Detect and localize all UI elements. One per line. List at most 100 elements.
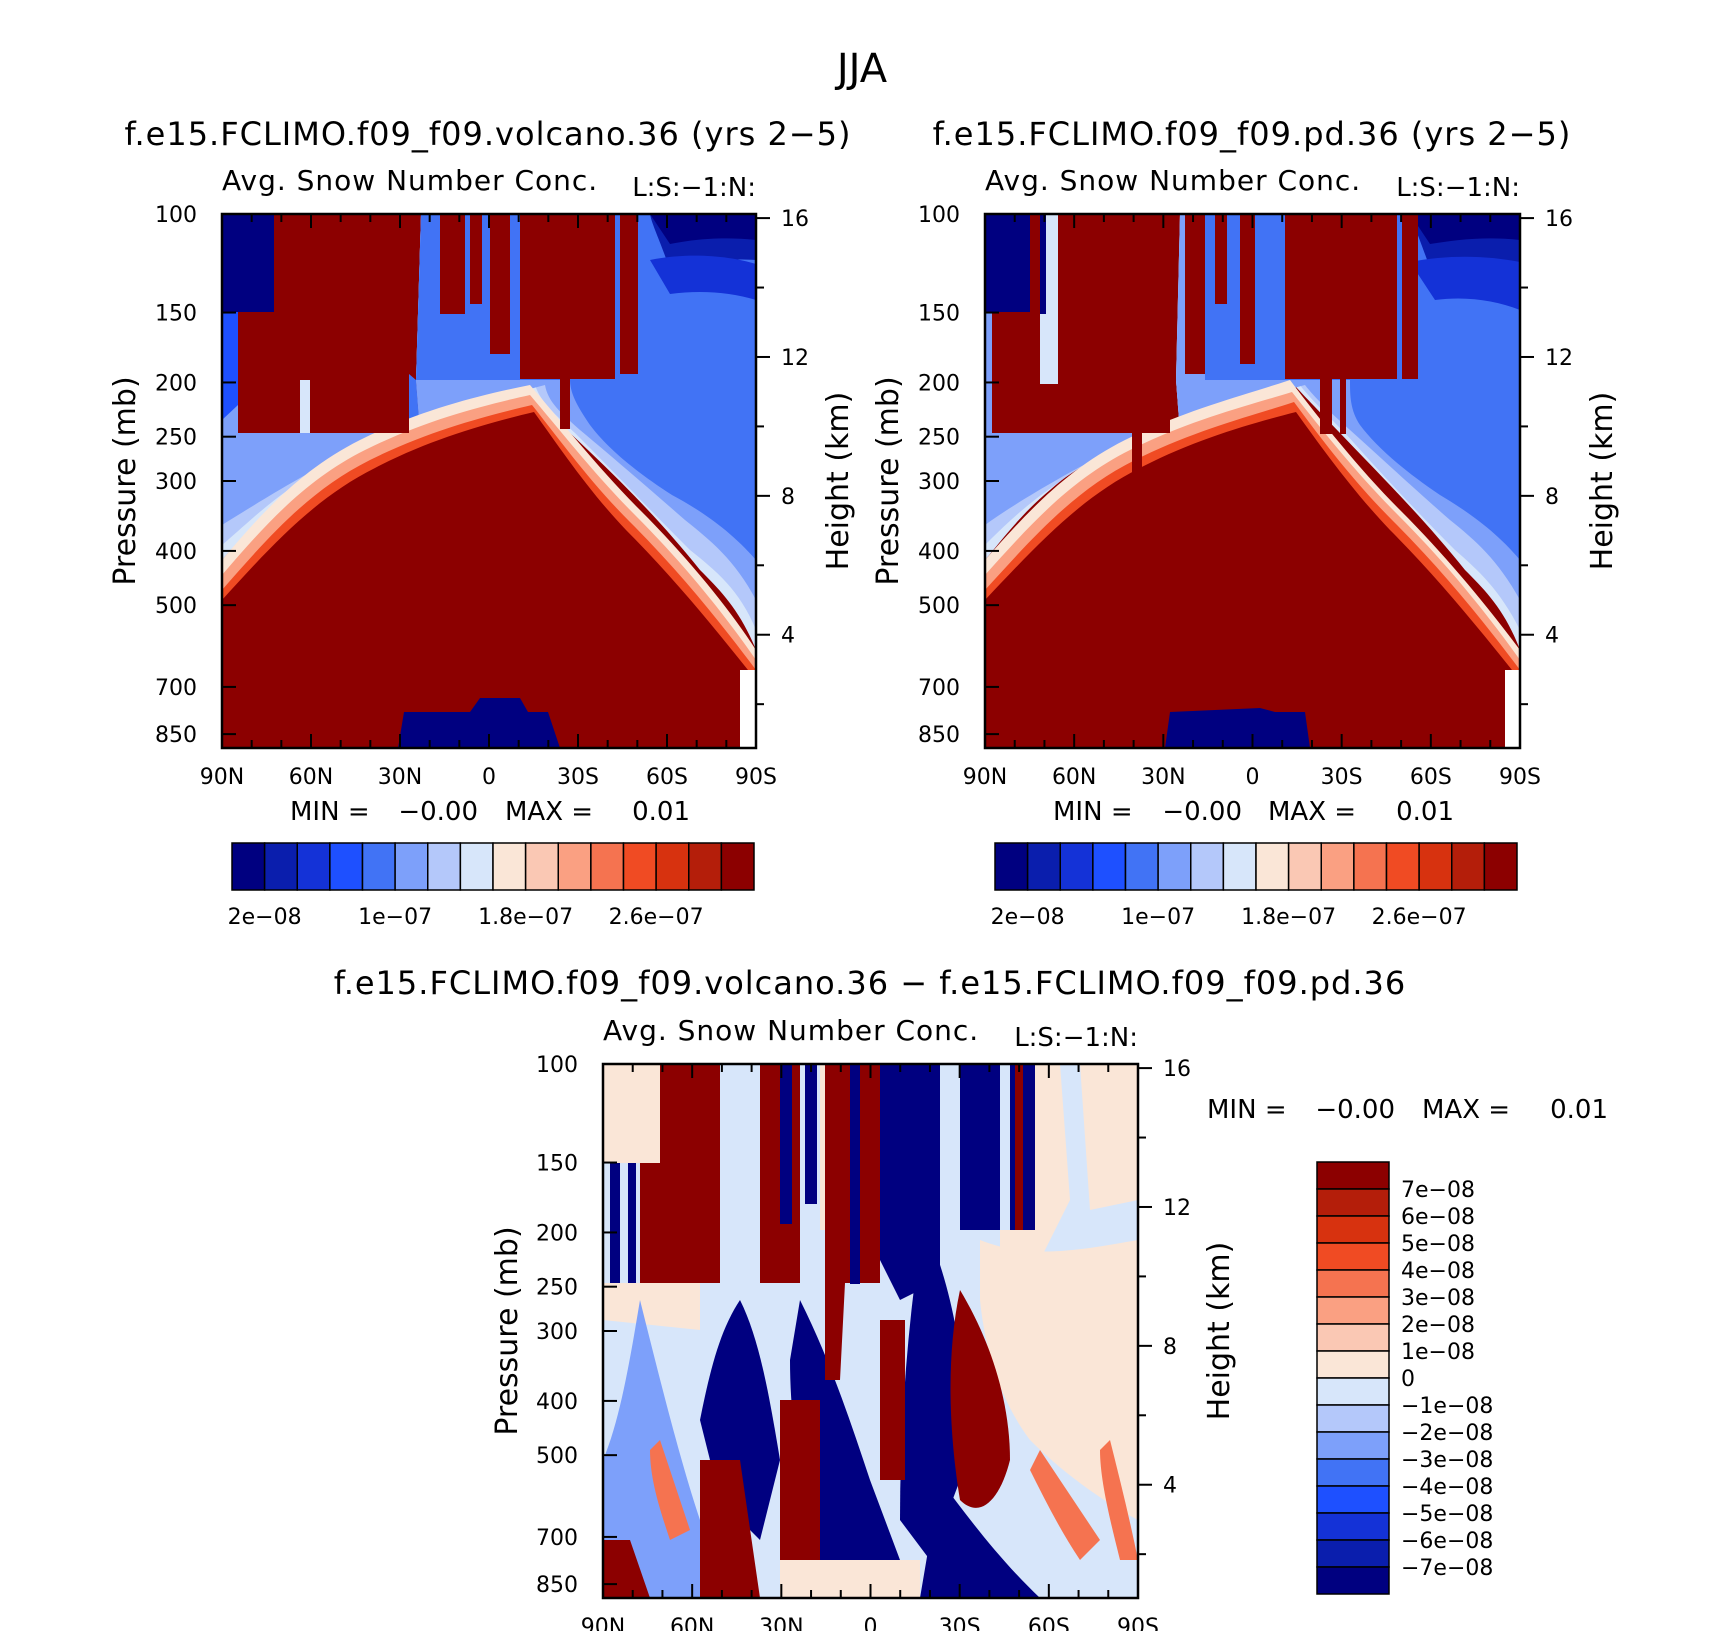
y-tick-label: 500 xyxy=(918,594,960,619)
y-tick-label: 150 xyxy=(155,302,197,327)
panel-pd: f.e15.FCLIMO.f09_f09.pd.36 (yrs 2−5) Avg… xyxy=(871,115,1620,930)
x-tick-label: 30S xyxy=(1321,765,1363,790)
axes: 90N 60N 30N 0 30S 60S 90S 100 150 200 250 300 400 500… xyxy=(536,1053,1191,1631)
y-tick-label: 250 xyxy=(918,426,960,451)
colorbar: 2e−08 1e−07 1.8e−07 2.6e−07 xyxy=(228,842,755,930)
colorbar-box xyxy=(1353,842,1388,891)
colorbar-box xyxy=(1026,842,1061,891)
colorbar-box xyxy=(1316,1323,1390,1352)
y-right-tick-label: 16 xyxy=(1163,1057,1191,1082)
colorbar-label: 5e−08 xyxy=(1401,1232,1475,1257)
colorbar-box xyxy=(1157,842,1192,891)
y-right-tick-label: 12 xyxy=(781,346,809,371)
stats-line: MIN = −0.00 MAX = 0.01 xyxy=(1207,1095,1608,1125)
colorbar-box xyxy=(1316,1404,1390,1433)
colorbar-box xyxy=(459,842,494,891)
colorbar-box xyxy=(994,842,1029,891)
y-right-tick-label: 4 xyxy=(1545,624,1559,649)
colorbar-box xyxy=(361,842,396,891)
x-tick-label: 90N xyxy=(581,1615,625,1631)
panel-title: f.e15.FCLIMO.f09_f09.volcano.36 (yrs 2−5… xyxy=(125,115,852,153)
colorbar-box xyxy=(394,842,429,891)
y-tick-label: 100 xyxy=(918,203,960,228)
y-tick-label: 850 xyxy=(155,723,197,748)
max-value: 0.01 xyxy=(1396,797,1454,827)
colorbar-label: 2e−08 xyxy=(228,905,302,930)
colorbar-box xyxy=(1483,842,1518,891)
colorbar-box xyxy=(1316,1215,1390,1244)
y-tick-label: 300 xyxy=(536,1320,578,1345)
colorbar-box xyxy=(720,842,755,891)
axis-label-right: Height (km) xyxy=(1585,392,1620,571)
y-tick-label: 250 xyxy=(536,1276,578,1301)
y-tick-label: 250 xyxy=(155,426,197,451)
x-tick-label: 30N xyxy=(378,765,422,790)
y-tick-label: 500 xyxy=(536,1444,578,1469)
colorbar-label: −2e−08 xyxy=(1401,1421,1493,1446)
colorbar-label: 6e−08 xyxy=(1401,1205,1475,1230)
colorbar-label: −1e−08 xyxy=(1401,1394,1493,1419)
min-label: MIN = xyxy=(290,797,370,827)
colorbar-box xyxy=(1316,1458,1390,1487)
axis-label-left: Pressure (mb) xyxy=(871,376,906,585)
contour-field xyxy=(603,1064,1138,1598)
y-right-tick-label: 8 xyxy=(781,485,795,510)
colorbar-box xyxy=(329,842,364,891)
colorbar-box xyxy=(1316,1431,1390,1460)
colorbar-label: −3e−08 xyxy=(1401,1448,1493,1473)
x-tick-label: 90S xyxy=(735,765,777,790)
colorbar-box xyxy=(492,842,527,891)
y-tick-label: 400 xyxy=(536,1390,578,1415)
colorbar-label: −7e−08 xyxy=(1401,1556,1493,1581)
axis-label-right: Height (km) xyxy=(821,392,856,571)
colorbar-label: −5e−08 xyxy=(1401,1502,1493,1527)
y-right-tick-label: 12 xyxy=(1545,346,1573,371)
stats-line: MIN = −0.00 MAX = 0.01 xyxy=(290,797,690,827)
colorbar-box xyxy=(1316,1242,1390,1271)
colorbar-label: 1.8e−07 xyxy=(1241,905,1336,930)
min-value: −0.00 xyxy=(1315,1095,1395,1125)
colorbar-box xyxy=(622,842,657,891)
x-tick-label: 0 xyxy=(864,1615,878,1631)
colorbar-label: 3e−08 xyxy=(1401,1286,1475,1311)
colorbar-label: 1e−07 xyxy=(1121,905,1195,930)
colorbar-box xyxy=(1316,1188,1390,1217)
figure-title: JJA xyxy=(834,46,888,92)
colorbar-label: −4e−08 xyxy=(1401,1475,1493,1500)
panel-subtitle: Avg. Snow Number Conc. xyxy=(985,164,1361,197)
colorbar-box xyxy=(1190,842,1225,891)
colorbar-box xyxy=(1255,842,1290,891)
x-tick-label: 90N xyxy=(963,765,1007,790)
y-tick-label: 200 xyxy=(536,1221,578,1246)
min-value: −0.00 xyxy=(398,797,478,827)
y-tick-label: 200 xyxy=(155,371,197,396)
colorbar-box xyxy=(524,842,559,891)
colorbar-box xyxy=(557,842,592,891)
x-tick-label: 60S xyxy=(1410,765,1452,790)
colorbar-box xyxy=(296,842,331,891)
colorbar-box xyxy=(1316,1350,1390,1379)
colorbar-box xyxy=(1092,842,1127,891)
min-label: MIN = xyxy=(1207,1095,1287,1125)
colorbar-box xyxy=(263,842,298,891)
colorbar-label: 7e−08 xyxy=(1401,1178,1475,1203)
colorbar-box xyxy=(1418,842,1453,891)
x-tick-label: 0 xyxy=(1246,765,1260,790)
y-tick-label: 150 xyxy=(918,302,960,327)
y-tick-label: 150 xyxy=(536,1152,578,1177)
max-label: MAX = xyxy=(1268,797,1356,827)
colorbar-label: 1e−07 xyxy=(358,905,432,930)
colorbar-box xyxy=(590,842,625,891)
colorbar-box xyxy=(427,842,462,891)
y-right-tick-label: 8 xyxy=(1163,1335,1177,1360)
panel-title: f.e15.FCLIMO.f09_f09.pd.36 (yrs 2−5) xyxy=(933,115,1572,153)
contour-field xyxy=(222,214,756,748)
colorbar-box xyxy=(1222,842,1257,891)
colorbar-box xyxy=(1316,1512,1390,1541)
colorbar-box xyxy=(1316,1566,1390,1595)
colorbar-box xyxy=(231,842,266,891)
y-tick-label: 850 xyxy=(536,1573,578,1598)
panel-title: f.e15.FCLIMO.f09_f09.volcano.36 − f.e15.… xyxy=(334,964,1407,1002)
y-tick-label: 700 xyxy=(536,1526,578,1551)
